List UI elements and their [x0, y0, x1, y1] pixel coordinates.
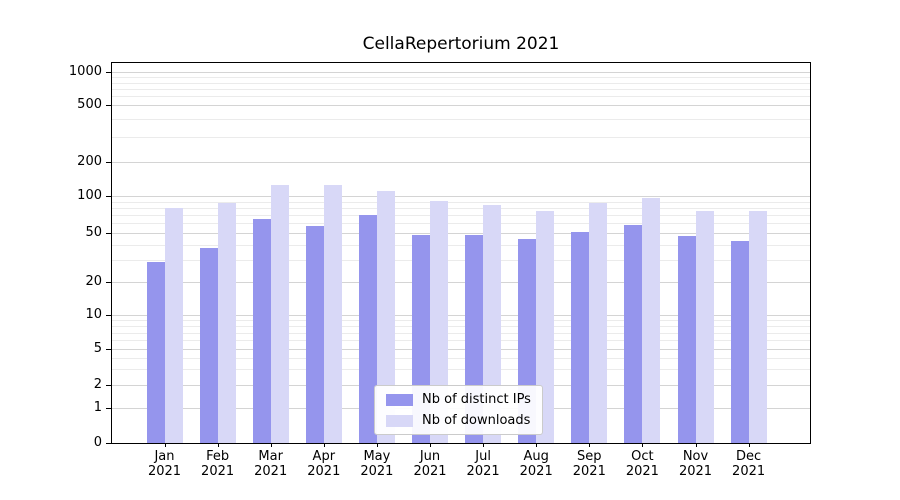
bar-distinct-ips	[305, 226, 324, 443]
bar-distinct-ips	[677, 236, 696, 443]
gridline	[112, 215, 810, 216]
y-tick-label: 1	[93, 400, 102, 415]
bar-downloads	[164, 207, 183, 443]
bar-distinct-ips	[730, 241, 749, 443]
bar-distinct-ips	[199, 247, 218, 443]
gridline	[112, 118, 810, 120]
bar-distinct-ips	[624, 225, 643, 443]
y-tick-label: 5	[93, 341, 102, 356]
y-tick-label: 2	[93, 377, 102, 392]
gridline	[112, 320, 810, 322]
legend-swatch-downloads-icon	[386, 414, 413, 427]
legend: Nb of distinct IPs Nb of downloads	[374, 385, 543, 435]
y-tick-label: 500	[77, 97, 102, 112]
legend-swatch-distinct-ips-icon	[386, 393, 413, 406]
legend-item-downloads: Nb of downloads	[386, 413, 531, 428]
bar-distinct-ips	[252, 219, 271, 443]
bar-downloads	[589, 202, 608, 443]
gridline	[112, 82, 810, 84]
gridline	[112, 72, 810, 73]
legend-label-distinct-ips: Nb of distinct IPs	[422, 392, 531, 407]
gridline	[112, 315, 810, 316]
bar-downloads	[376, 191, 395, 443]
x-tick-label: Mar 2021	[254, 449, 288, 479]
gridline	[112, 340, 810, 342]
y-tick-label: 10	[85, 307, 102, 322]
x-tick-label: Aug 2021	[519, 449, 553, 479]
plot-area: Nb of distinct IPs Nb of downloads	[111, 62, 811, 444]
gridline	[112, 89, 810, 90]
gridline	[112, 325, 810, 327]
gridline	[112, 233, 810, 234]
x-tick-label: Dec 2021	[732, 449, 766, 479]
y-tick-label: 100	[77, 188, 102, 203]
gridline	[112, 369, 810, 371]
x-tick-label: Oct 2021	[625, 449, 659, 479]
gridline	[112, 201, 810, 203]
x-tick-label: May 2021	[360, 449, 394, 479]
gridline	[112, 357, 810, 359]
y-tick-label: 0	[93, 435, 102, 450]
gridline	[112, 207, 810, 209]
y-tick-label: 200	[77, 154, 102, 169]
gridline	[112, 96, 810, 98]
bar-downloads	[483, 205, 502, 443]
y-tick-label: 1000	[68, 64, 102, 79]
gridline	[112, 244, 810, 246]
gridline	[112, 105, 810, 106]
legend-item-distinct-ips: Nb of distinct IPs	[386, 392, 531, 407]
bar-distinct-ips	[358, 215, 377, 443]
gridline	[112, 260, 810, 262]
bar-downloads	[217, 202, 236, 443]
gridline	[112, 223, 810, 225]
x-tick-label: Jan 2021	[147, 449, 182, 479]
x-tick-label: Jul 2021	[466, 449, 500, 479]
bar-downloads	[748, 210, 767, 443]
bar-distinct-ips	[146, 262, 165, 443]
x-tick-label: Sep 2021	[572, 449, 606, 479]
gridline	[112, 282, 810, 283]
bar-distinct-ips	[571, 231, 590, 443]
legend-label-downloads: Nb of downloads	[422, 413, 531, 428]
x-tick-label: Apr 2021	[307, 449, 341, 479]
bar-downloads	[430, 200, 448, 443]
y-tick-label: 50	[85, 225, 102, 240]
gridline	[112, 349, 810, 350]
chart-title: CellaRepertorium 2021	[362, 34, 560, 54]
gridline	[112, 136, 810, 138]
bar-downloads	[270, 185, 289, 443]
bar-downloads	[323, 185, 342, 443]
gridline	[112, 196, 810, 197]
x-tick-label: Feb 2021	[201, 449, 235, 479]
gridline	[112, 162, 810, 163]
bar-downloads	[642, 198, 661, 443]
x-tick-label: Jun 2021	[413, 449, 447, 479]
x-tick-label: Nov 2021	[678, 449, 713, 479]
y-tick-label: 20	[85, 274, 102, 289]
bar-downloads	[695, 210, 714, 443]
gridline	[112, 77, 810, 78]
gridline	[112, 332, 810, 334]
